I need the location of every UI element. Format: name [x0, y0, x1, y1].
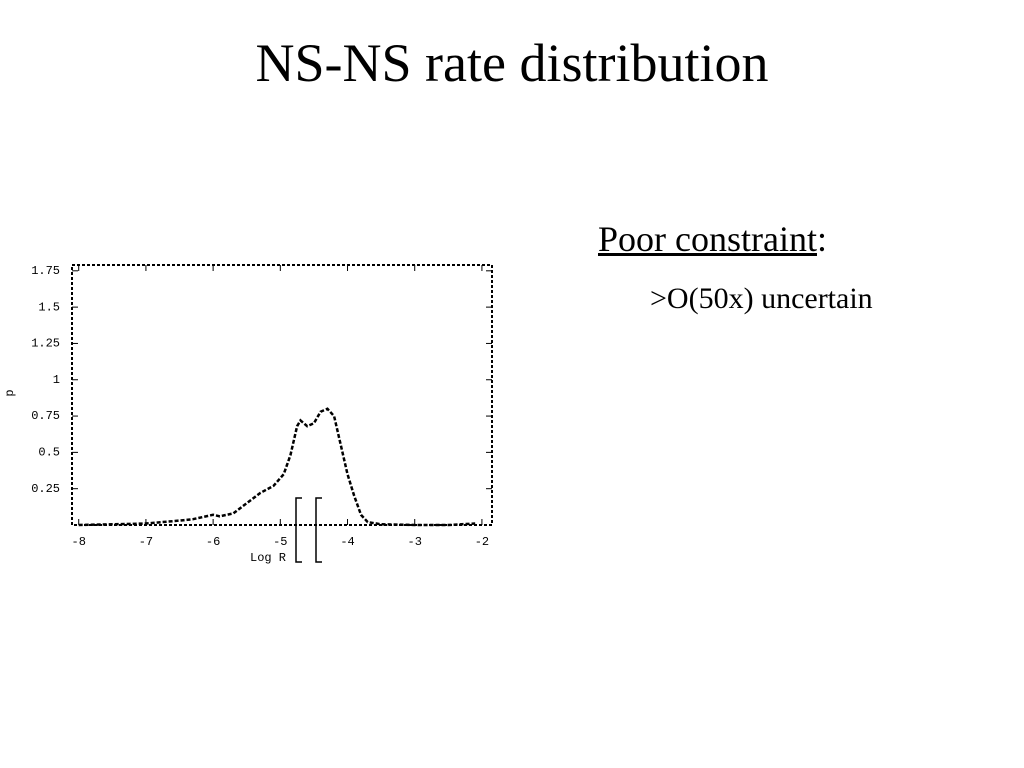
x-tick-label: -5: [273, 535, 287, 549]
slide-title: NS-NS rate distribution: [255, 33, 769, 93]
y-tick-label: 1.5: [38, 300, 60, 314]
y-axis-label: p: [3, 389, 17, 396]
y-tick-label: 1: [53, 373, 60, 387]
x-tick-label: -3: [408, 535, 422, 549]
brackets: [295, 497, 322, 563]
x-tick-label: -2: [475, 535, 489, 549]
bullet: Poor constraint:: [598, 218, 827, 260]
x-axis-label: Log R: [250, 551, 286, 565]
x-tick-label: -8: [72, 535, 86, 549]
x-tick-label: -4: [340, 535, 354, 549]
y-tick-label: 1.25: [31, 337, 60, 351]
sub-bullet: >O(50x) uncertain: [650, 282, 873, 315]
bullet-text: Poor constraint: [598, 219, 817, 259]
bullet-suffix: :: [816, 219, 827, 259]
x-tick-label: -7: [139, 535, 153, 549]
y-tick-label: 0.5: [38, 446, 60, 460]
y-tick-label: 0.25: [31, 482, 60, 496]
data-line: [78, 407, 476, 527]
y-tick-label: 0.75: [31, 409, 60, 423]
y-tick-label: 1.75: [31, 264, 60, 278]
plot-frame: [71, 264, 493, 526]
x-tick-label: -6: [206, 535, 220, 549]
